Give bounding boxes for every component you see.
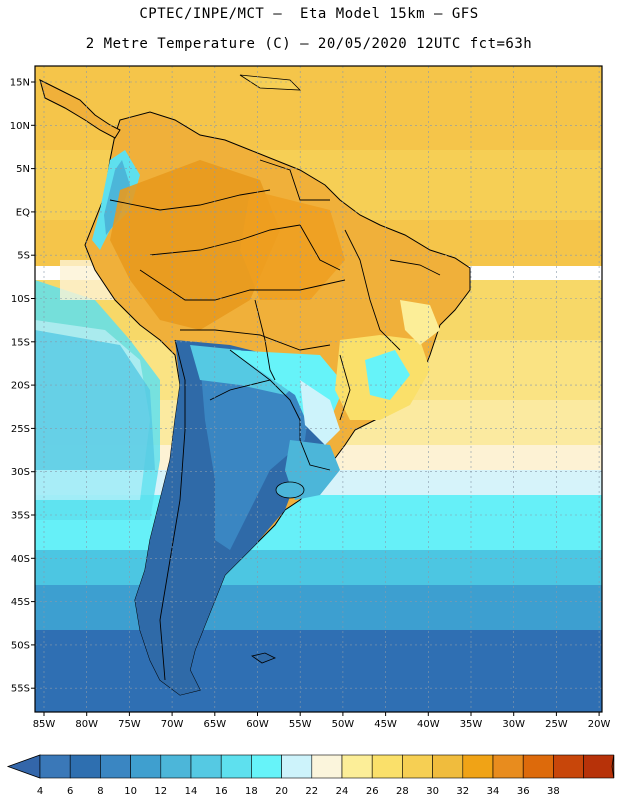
colorbar-swatch: [341, 754, 373, 779]
longitude-labels: 85W 80W 75W 70W 65W 60W 55W 50W 45W 40W 35W 30W 25W 2…: [33, 719, 611, 730]
lon-label: 25W: [545, 719, 568, 730]
map-frame: [34, 65, 603, 713]
lon-label: 50W: [332, 719, 355, 730]
colorbar-label: 16: [215, 786, 228, 797]
colorbar-swatch: [522, 754, 554, 779]
lat-label: 10S: [11, 294, 30, 305]
colorbar-swatch: [100, 754, 131, 779]
colorbar-under-arrow: [6, 754, 41, 779]
colorbar-swatch: [39, 754, 71, 779]
lon-label: 75W: [118, 719, 141, 730]
lat-label: 40S: [11, 554, 30, 565]
colorbar-label: 4: [37, 786, 43, 797]
lat-label: 55S: [11, 684, 30, 695]
ocean-south: [35, 630, 602, 712]
colorbar-swatch: [432, 754, 464, 779]
lon-label: 55W: [289, 719, 312, 730]
lon-label: 60W: [246, 719, 269, 730]
colorbar-label: 36: [517, 786, 530, 797]
lat-label: EQ: [16, 207, 30, 218]
lon-label: 35W: [460, 719, 483, 730]
colorbar-swatch: [220, 754, 252, 779]
colorbar-label: 12: [154, 786, 167, 797]
latitude-labels: 15N 10N 5N EQ 5S 10S 15S 20S 25S 30S 35S 40S 45S 50S 5…: [10, 78, 30, 695]
map-field: [35, 66, 602, 712]
colorbar-swatch: [190, 754, 222, 779]
colorbar-label: 28: [396, 786, 409, 797]
colorbar-label: 32: [456, 786, 469, 797]
lon-label: 45W: [374, 719, 397, 730]
lat-label: 50S: [11, 640, 30, 651]
colorbar: 4 6 8 10 12 14 16 18 20 22 24 26 28 30 32 34 36 38: [6, 754, 615, 797]
lon-label: 70W: [161, 719, 184, 730]
colorbar-swatch: [583, 754, 615, 779]
lat-label: 15S: [11, 337, 30, 348]
lat-label: 25S: [11, 424, 30, 435]
colorbar-over-arrow: [611, 754, 615, 779]
colorbar-swatch: [311, 754, 343, 779]
colorbar-swatch: [281, 754, 313, 779]
colorbar-swatch: [371, 754, 403, 779]
colorbar-swatch: [462, 754, 494, 779]
lat-label: 5S: [17, 251, 30, 262]
lat-label: 45S: [11, 597, 30, 608]
lon-label: 20W: [588, 719, 611, 730]
lon-label: 80W: [75, 719, 98, 730]
colorbar-swatch: [492, 754, 524, 779]
lat-label: 15N: [10, 78, 30, 89]
colorbar-label: 24: [336, 786, 349, 797]
lat-label: 5N: [16, 164, 30, 175]
colorbar-swatch: [130, 754, 162, 779]
lat-label: 30S: [11, 467, 30, 478]
colorbar-swatch: [553, 754, 584, 779]
colorbar-label: 34: [487, 786, 500, 797]
colorbar-label: 30: [426, 786, 439, 797]
map-title-line1: CPTEC/INPE/MCT – Eta Model 15km – GFS: [139, 6, 479, 22]
lon-label: 85W: [33, 719, 56, 730]
colorbar-label: 10: [124, 786, 137, 797]
country-borders: [109, 159, 441, 681]
colorbar-label: 20: [275, 786, 288, 797]
lon-label: 65W: [203, 719, 226, 730]
colorbar-label: 6: [67, 786, 73, 797]
lon-label: 40W: [417, 719, 440, 730]
colorbar-label: 8: [97, 786, 103, 797]
colorbar-swatch: [251, 754, 282, 779]
colorbar-swatch: [69, 754, 101, 779]
colorbar-label: 38: [547, 786, 560, 797]
lat-label: 20S: [11, 381, 30, 392]
colorbar-swatch: [160, 754, 192, 779]
colorbar-label: 14: [185, 786, 198, 797]
colorbar-label: 26: [366, 786, 379, 797]
colorbar-swatch: [402, 754, 433, 779]
colorbar-label: 18: [245, 786, 258, 797]
lon-label: 30W: [502, 719, 525, 730]
colorbar-label: 22: [305, 786, 318, 797]
lat-label: 10N: [10, 121, 30, 132]
lat-label: 35S: [11, 511, 30, 522]
map-title-line2: 2 Metre Temperature (C) – 20/05/2020 12U…: [85, 36, 533, 52]
